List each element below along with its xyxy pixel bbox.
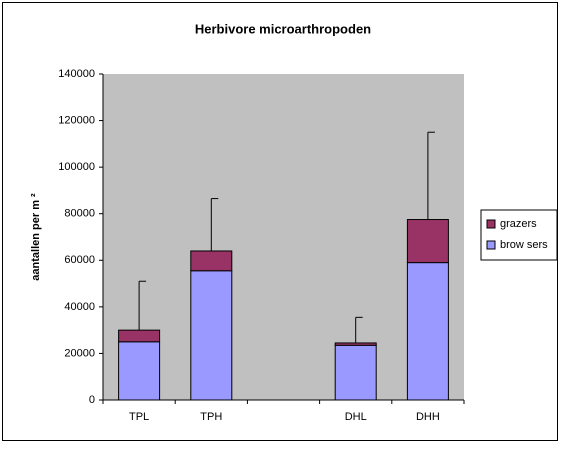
bar-segment — [190, 250, 233, 272]
y-tick-label: 80000 — [64, 208, 95, 220]
x-tick-label: TPH — [200, 411, 222, 423]
legend-swatch — [486, 219, 496, 229]
plot-area — [103, 74, 464, 400]
y-tick-label: 60000 — [64, 254, 95, 266]
bar-segment — [334, 342, 377, 346]
x-tick-label: DHL — [345, 411, 367, 423]
legend-label: brow sers — [500, 239, 548, 251]
y-tick-label: 0 — [89, 394, 95, 406]
bar-segment — [118, 329, 161, 343]
y-axis-label: aantallen per m ² — [30, 193, 42, 281]
y-tick-label: 140000 — [58, 68, 95, 80]
x-tick-label: TPL — [129, 411, 149, 423]
y-tick-label: 40000 — [64, 301, 95, 313]
bar-segment — [190, 270, 233, 401]
bar-segment — [406, 262, 449, 401]
x-tick-label: DHH — [416, 411, 440, 423]
y-tick-label: 100000 — [58, 161, 95, 173]
legend-label: grazers — [500, 218, 537, 230]
bar-segment — [118, 341, 161, 401]
legend-swatch — [486, 240, 496, 250]
legend-box — [480, 209, 558, 261]
chart-title: Herbivore microarthropoden — [195, 21, 371, 36]
bar-segment — [406, 219, 449, 264]
bar-segment — [334, 344, 377, 401]
y-tick-label: 120000 — [58, 114, 95, 126]
y-tick-label: 20000 — [64, 347, 95, 359]
